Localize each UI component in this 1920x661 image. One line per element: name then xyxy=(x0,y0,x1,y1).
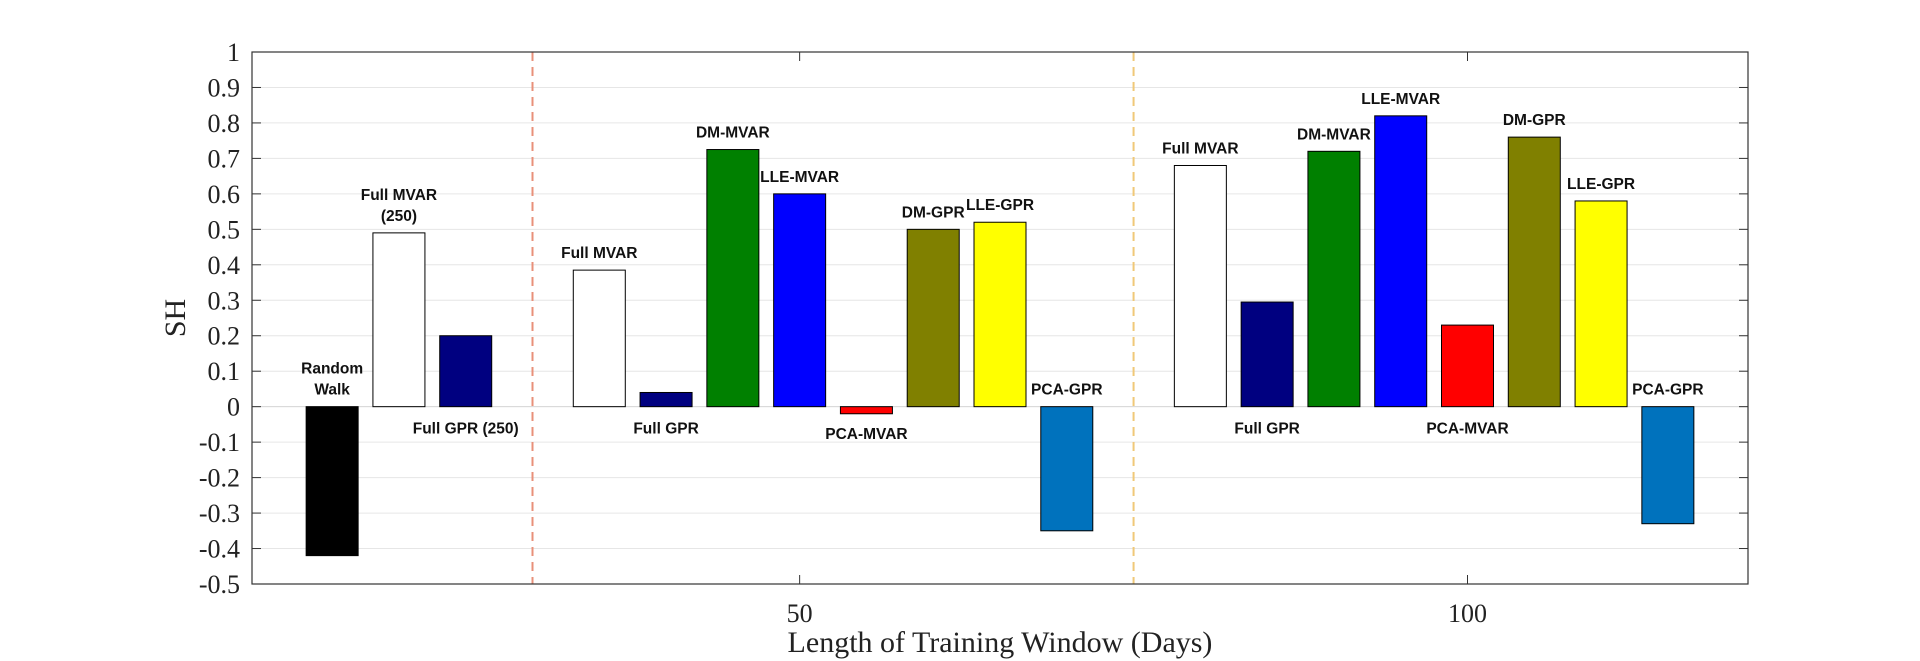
bar-label: Full GPR xyxy=(1234,421,1299,438)
bar xyxy=(1040,406,1094,532)
y-tick-label: 0 xyxy=(227,393,240,422)
bar xyxy=(973,221,1027,408)
bar xyxy=(639,391,693,408)
bar-label: Full MVAR xyxy=(1162,140,1238,157)
y-tick-label: 0.4 xyxy=(208,251,241,280)
y-tick-label: 1 xyxy=(227,38,240,67)
bar-label: Random Walk xyxy=(301,361,363,399)
bar-label: PCA-GPR xyxy=(1031,382,1102,399)
y-tick-label: 0.1 xyxy=(208,357,241,386)
bar-label: PCA-MVAR xyxy=(1426,421,1508,438)
bar-label: Full GPR xyxy=(633,421,698,438)
y-tick-label: 0.2 xyxy=(208,322,241,351)
bar xyxy=(706,149,760,408)
bar xyxy=(572,269,626,408)
bar xyxy=(1507,136,1561,408)
bar xyxy=(372,232,426,408)
y-tick-label: -0.1 xyxy=(199,428,240,457)
y-tick-label: -0.2 xyxy=(199,464,240,493)
bar-label: PCA-GPR xyxy=(1632,382,1703,399)
x-tick-label: 50 xyxy=(787,599,813,628)
y-tick-label: -0.5 xyxy=(199,570,240,599)
y-tick-label: 0.3 xyxy=(208,286,241,315)
bar-labels: Random Walk Full MVAR (250) Full GPR (250) Fu… xyxy=(301,91,1703,443)
x-axis-title: Length of Training Window (Days) xyxy=(788,626,1213,659)
bar-label: DM-GPR xyxy=(1503,112,1566,129)
bars xyxy=(305,115,1695,557)
bar-label: Full MVAR xyxy=(561,245,637,262)
bar xyxy=(1641,406,1695,525)
x-tick-label: 100 xyxy=(1448,599,1487,628)
y-tick-label: 0.6 xyxy=(208,180,241,209)
y-tick-label: 0.5 xyxy=(208,215,241,244)
bar xyxy=(1240,301,1294,408)
y-tick-label: 0.9 xyxy=(208,73,241,102)
group-separators xyxy=(531,52,1135,584)
bar-label: PCA-MVAR xyxy=(825,426,907,443)
bar xyxy=(1374,115,1428,408)
bar-label: Full MVAR (250) xyxy=(361,187,437,225)
bar-label: Full GPR (250) xyxy=(413,421,519,438)
bar-label: LLE-GPR xyxy=(966,197,1034,214)
bar xyxy=(1441,324,1494,408)
bar xyxy=(1574,200,1628,408)
axes-box xyxy=(251,51,1749,585)
bar xyxy=(1307,150,1361,408)
bar xyxy=(839,406,893,415)
axes: -0.5 -0.4 -0.3 -0.2 -0.1 0 0.1 0.2 0.3 0.4 0.5 0.6 0… xyxy=(199,38,1749,628)
bar-label: LLE-MVAR xyxy=(760,169,839,186)
bar-label: LLE-GPR xyxy=(1567,176,1635,193)
bar xyxy=(305,406,359,557)
bar xyxy=(773,193,827,408)
bar-label: DM-GPR xyxy=(902,204,965,221)
y-tick-label: -0.3 xyxy=(199,499,240,528)
y-tick-label: -0.4 xyxy=(199,535,240,564)
bar xyxy=(906,228,960,408)
bar-label: LLE-MVAR xyxy=(1361,91,1440,108)
bar-label: DM-MVAR xyxy=(696,125,770,142)
y-tick-label: 0.8 xyxy=(208,109,241,138)
y-axis-title: SH xyxy=(159,299,192,337)
bar xyxy=(439,335,493,408)
y-tick-label: 0.7 xyxy=(208,144,241,173)
bar-label: DM-MVAR xyxy=(1297,126,1371,143)
bar xyxy=(1173,164,1227,408)
